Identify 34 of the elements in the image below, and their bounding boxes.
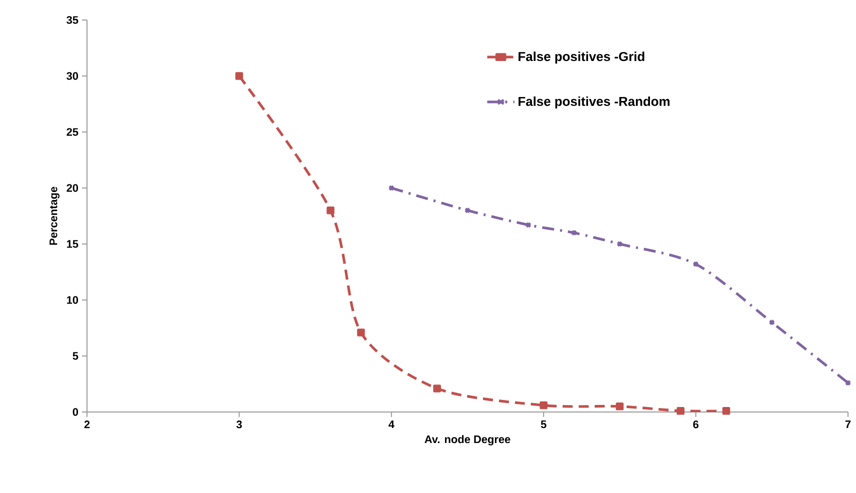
point: [768, 319, 776, 326]
point: [326, 206, 334, 214]
legend-label: False positives -Grid: [518, 52, 644, 64]
point: [722, 406, 730, 415]
point: [616, 402, 624, 410]
x-tick-label: 3: [236, 420, 242, 428]
y-tick-label: 35: [66, 16, 78, 24]
y-tick-label: 0: [72, 408, 78, 416]
x-tick-label: 4: [388, 420, 394, 428]
y-tick-label: 30: [66, 72, 78, 80]
point: [464, 207, 471, 214]
y-tick-label: 25: [66, 128, 78, 136]
y-tick-label: 5: [72, 352, 78, 360]
point: [357, 328, 365, 336]
point: [388, 184, 395, 192]
point: [525, 222, 532, 228]
x-tick-label: 5: [540, 420, 546, 428]
y-tick-label: 20: [66, 184, 78, 192]
point: [570, 230, 578, 236]
y-tick-label: 10: [66, 296, 78, 304]
legend-label: False positives -Random: [518, 96, 670, 109]
y-tick-label: 15: [66, 240, 78, 248]
point: [616, 240, 623, 248]
x-tick-label: 7: [845, 420, 851, 428]
point: [540, 401, 548, 410]
x-tick-label: 6: [693, 420, 698, 428]
y-axis-title: Percentage: [50, 186, 60, 245]
point: [235, 72, 244, 80]
point: [676, 406, 684, 415]
x-tick-label: 2: [84, 420, 90, 428]
point: [844, 380, 852, 386]
point: [692, 261, 699, 268]
point: [433, 384, 441, 392]
x-axis-title: Av. node Degree: [424, 435, 510, 446]
